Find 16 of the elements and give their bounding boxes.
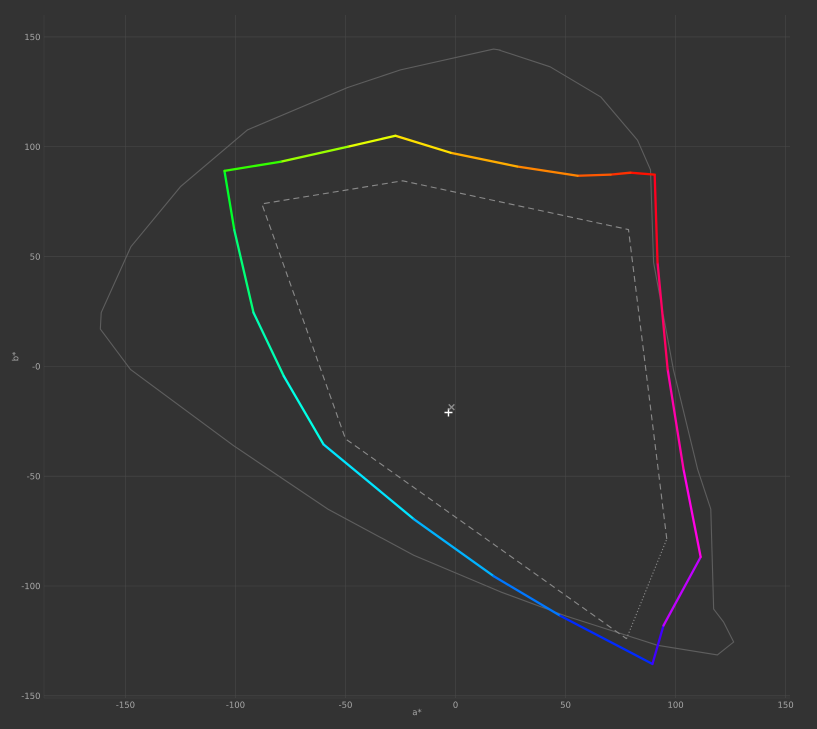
y-tick-label: 100 — [25, 144, 40, 150]
x-tick-label: -50 — [338, 702, 352, 708]
y-tick-label: -100 — [22, 582, 40, 590]
x-tick-label: 0 — [453, 702, 458, 708]
y-tick-label: -50 — [27, 472, 40, 480]
y-tick-label: 50 — [30, 253, 40, 260]
y-tick-label: 150 — [25, 34, 40, 40]
x-tick-label: 50 — [560, 702, 570, 708]
y-axis-title: b* — [12, 352, 18, 361]
x-tick-label: 100 — [668, 702, 684, 708]
y-tick-label: -150 — [22, 692, 40, 700]
x-tick-label: -100 — [226, 702, 244, 708]
x-tick-label: -150 — [116, 702, 134, 708]
x-axis-title: a* — [412, 708, 422, 716]
y-tick-label: -0 — [32, 363, 40, 370]
x-tick-label: 150 — [778, 702, 794, 708]
